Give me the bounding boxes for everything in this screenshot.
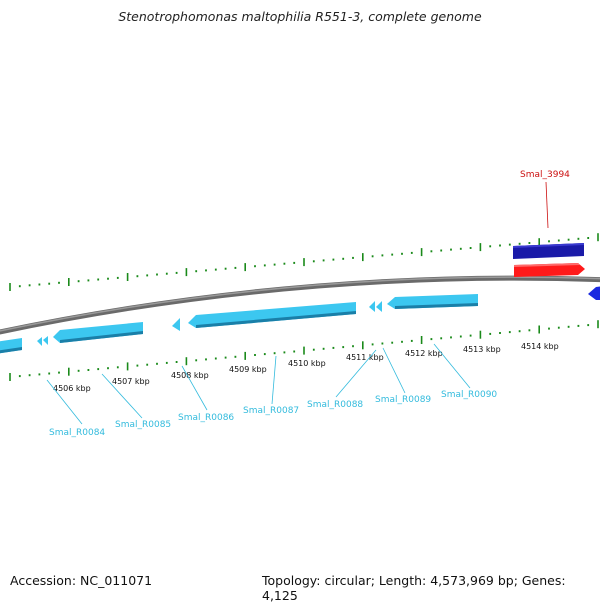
gene-labels: Smal_3994 Smal_R0084 Smal_R0085 Smal_R00… (49, 170, 570, 438)
accession-text: Accession: NC_011071 (10, 573, 153, 588)
scale-label: 4513 kbp (463, 345, 501, 354)
forward-gene-smal-3994[interactable] (513, 243, 584, 259)
scale-label: 4510 kbp (288, 359, 326, 368)
scale-label: 4508 kbp (171, 371, 209, 380)
reverse-cds-smal-r0087[interactable] (172, 318, 180, 331)
reverse-cds-smal-r0089[interactable] (369, 301, 382, 312)
gene-label-forward: Smal_3994 (520, 170, 570, 180)
scale-labels: 4506 kbp 4507 kbp 4508 kbp 4509 kbp 4510… (53, 342, 559, 393)
forward-cds-smal-3994[interactable] (514, 263, 585, 277)
reverse-cds-smal-r0090[interactable] (387, 294, 478, 309)
label-leaders (46, 181, 549, 425)
scale-label: 4506 kbp (53, 384, 91, 393)
gene-label-reverse: Smal_R0089 (375, 395, 431, 405)
backbone (0, 275, 600, 335)
reverse-cds-smal-r0084[interactable] (0, 338, 22, 354)
reverse-cds-smal-r0086[interactable] (53, 322, 143, 343)
map-title: Stenotrophomonas maltophilia R551-3, com… (118, 9, 482, 24)
reverse-cds-smal-r0085[interactable] (37, 336, 48, 346)
forward-gene-partial[interactable] (588, 286, 600, 300)
gene-label-reverse: Smal_R0090 (441, 390, 497, 400)
gene-label-reverse: Smal_R0084 (49, 428, 105, 438)
scale-label: 4512 kbp (405, 349, 443, 358)
gene-label-reverse: Smal_R0086 (178, 413, 234, 423)
reverse-cds-smal-r0088[interactable] (188, 302, 356, 328)
scale-label: 4509 kbp (229, 365, 267, 374)
gene-label-reverse: Smal_R0085 (115, 420, 171, 430)
inner-tick-ring (9, 320, 599, 381)
scale-label: 4514 kbp (521, 342, 559, 351)
gene-label-reverse: Smal_R0087 (243, 406, 299, 416)
genome-summary-text: Topology: circular; Length: 4,573,969 bp… (262, 573, 566, 603)
scale-label: 4507 kbp (112, 377, 150, 386)
outer-tick-ring (9, 233, 599, 291)
gene-label-reverse: Smal_R0088 (307, 400, 363, 410)
scale-label: 4511 kbp (346, 353, 384, 362)
